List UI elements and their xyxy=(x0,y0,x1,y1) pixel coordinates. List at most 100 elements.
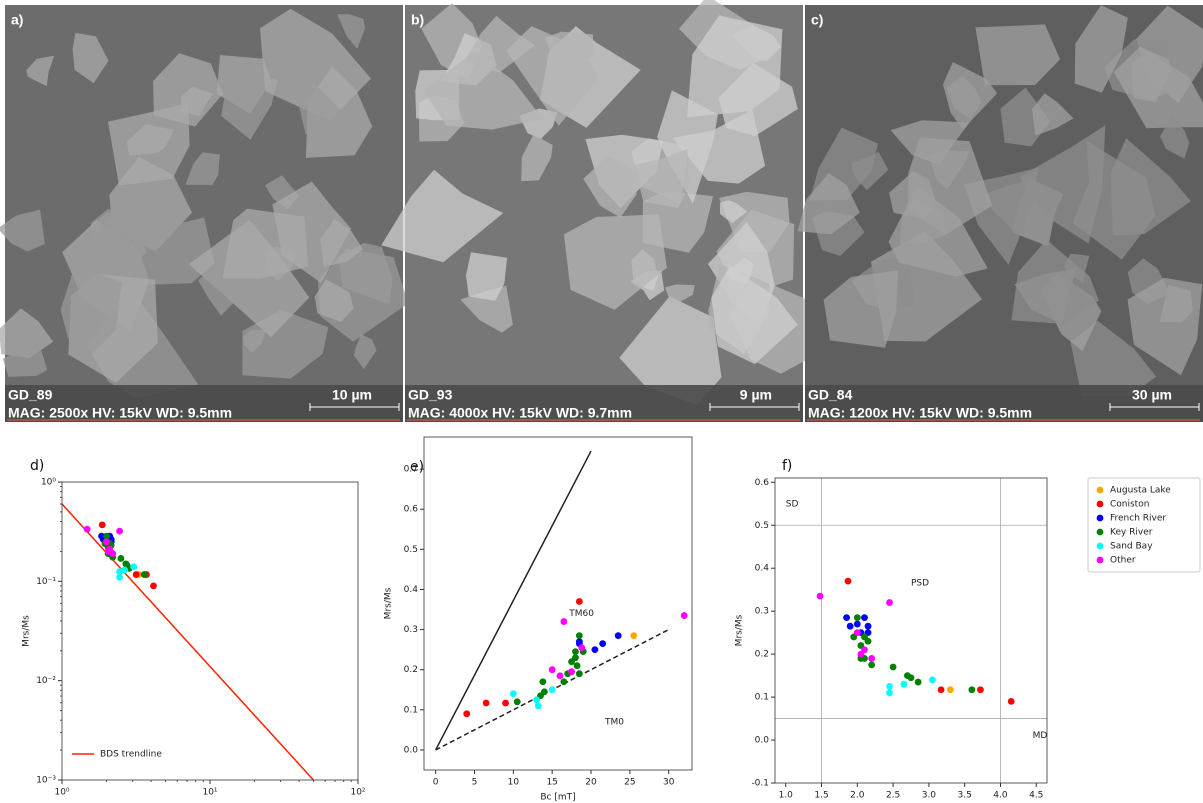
point xyxy=(576,632,583,639)
point xyxy=(483,700,490,707)
sem-panels: a)GD_8910 µmMAG: 2500x HV: 15kV WD: 9.5m… xyxy=(0,0,1203,422)
point xyxy=(630,632,637,639)
sem-image: b)GD_939 µmMAG: 4000x HV: 15kV WD: 9.7mm xyxy=(381,0,816,422)
figure: a)GD_8910 µmMAG: 2500x HV: 15kV WD: 9.5m… xyxy=(0,0,1203,803)
point xyxy=(847,623,854,630)
x-tick-label: 0 xyxy=(433,778,439,788)
legend-marker xyxy=(1097,529,1104,536)
y-tick-label: 10⁻² xyxy=(36,676,56,686)
legend-marker xyxy=(1097,543,1104,550)
y-tick-label: 0.5 xyxy=(404,545,418,555)
y-tick-label: 0.1 xyxy=(404,705,418,715)
point xyxy=(574,662,581,669)
plot-area xyxy=(62,504,313,780)
point xyxy=(843,614,850,621)
sem-image: c)GD_8430 µmMAG: 1200x HV: 15kV WD: 9.5m… xyxy=(798,5,1203,422)
point xyxy=(106,546,113,553)
point xyxy=(557,672,564,679)
point xyxy=(549,666,556,673)
point xyxy=(591,646,598,653)
point xyxy=(463,710,470,717)
x-tick-label: 10⁰ xyxy=(54,788,69,798)
page: a)GD_8910 µmMAG: 2500x HV: 15kV WD: 9.5m… xyxy=(0,0,1203,803)
legend-label: Key River xyxy=(1110,528,1153,538)
y-tick-label: 0.0 xyxy=(755,736,770,746)
axes-frame xyxy=(775,478,1047,783)
point xyxy=(854,614,861,621)
scale-label: 10 µm xyxy=(332,387,372,403)
x-tick-label: 15 xyxy=(546,778,557,788)
point xyxy=(968,686,975,693)
point xyxy=(510,690,517,697)
sample-name: GD_89 xyxy=(8,387,53,403)
annotation: PSD xyxy=(911,579,929,589)
point xyxy=(868,655,875,662)
y-tick-label: 0.6 xyxy=(755,478,770,488)
point xyxy=(865,638,872,645)
y-tick-label: 0.2 xyxy=(755,650,769,660)
x-tick-label: 20 xyxy=(585,778,597,788)
point xyxy=(549,686,556,693)
x-tick-label: 10 xyxy=(508,778,520,788)
point xyxy=(99,521,106,528)
x-tick-label: 2.0 xyxy=(850,791,865,801)
image-info: MAG: 1200x HV: 15kV WD: 9.5mm xyxy=(808,405,1032,421)
legend-marker xyxy=(1097,501,1104,508)
legend-marker xyxy=(1097,515,1104,522)
legend-label: BDS trendline xyxy=(100,750,162,760)
point xyxy=(539,678,546,685)
point xyxy=(929,677,936,684)
point xyxy=(576,598,583,605)
x-tick-label: 1.5 xyxy=(814,791,828,801)
point xyxy=(121,567,128,574)
x-tick-label: 4.5 xyxy=(1029,791,1043,801)
point xyxy=(817,593,824,600)
x-tick-label: 10² xyxy=(350,788,365,798)
point xyxy=(681,612,688,619)
panel-label: c) xyxy=(811,12,823,28)
legend-marker xyxy=(1097,487,1104,494)
y-axis-label: Mrs/Ms xyxy=(735,614,745,646)
y-axis-label: Mrs/Ms xyxy=(384,587,394,619)
y-tick-label: 0.1 xyxy=(755,693,769,703)
legend-label: Augusta Lake xyxy=(1110,486,1171,496)
point xyxy=(915,679,922,686)
x-tick-label: 4.0 xyxy=(993,791,1008,801)
point xyxy=(576,670,583,677)
point xyxy=(886,689,893,696)
point xyxy=(1008,698,1015,705)
point xyxy=(514,698,521,705)
point xyxy=(560,678,567,685)
panel-title: d) xyxy=(30,458,44,474)
point xyxy=(977,686,984,693)
point xyxy=(533,696,540,703)
axes-frame xyxy=(424,437,692,770)
x-tick-label: 2.5 xyxy=(886,791,900,801)
legend-label: Other xyxy=(1110,556,1136,566)
x-tick-label: 1.0 xyxy=(779,791,794,801)
x-tick-label: 5 xyxy=(472,778,478,788)
y-tick-label: 0.2 xyxy=(404,665,418,675)
y-tick-label: 0.4 xyxy=(755,564,770,574)
panel-title: f) xyxy=(782,458,792,474)
point xyxy=(130,563,137,570)
point xyxy=(141,571,148,578)
point xyxy=(103,538,110,545)
plot-area xyxy=(775,478,1047,783)
y-tick-label: 0.0 xyxy=(404,745,419,755)
scale-label: 30 µm xyxy=(1132,387,1172,403)
point xyxy=(890,664,897,671)
y-axis-label: Mrs/Ms xyxy=(22,615,32,647)
charts: d)10⁰10¹10²10⁻³10⁻²10⁻¹10⁰Bcr/BcMrs/MsBD… xyxy=(22,437,1201,803)
point xyxy=(861,614,868,621)
annotation: TM0 xyxy=(604,717,624,727)
point xyxy=(947,686,954,693)
legend-label: Sand Bay xyxy=(1110,542,1153,552)
plot-area xyxy=(436,451,688,750)
annotation: SD xyxy=(786,499,799,509)
x-tick-label: 25 xyxy=(624,778,635,788)
x-tick-label: 10¹ xyxy=(202,788,217,798)
image-info: MAG: 4000x HV: 15kV WD: 9.7mm xyxy=(408,405,632,421)
point xyxy=(845,578,852,585)
